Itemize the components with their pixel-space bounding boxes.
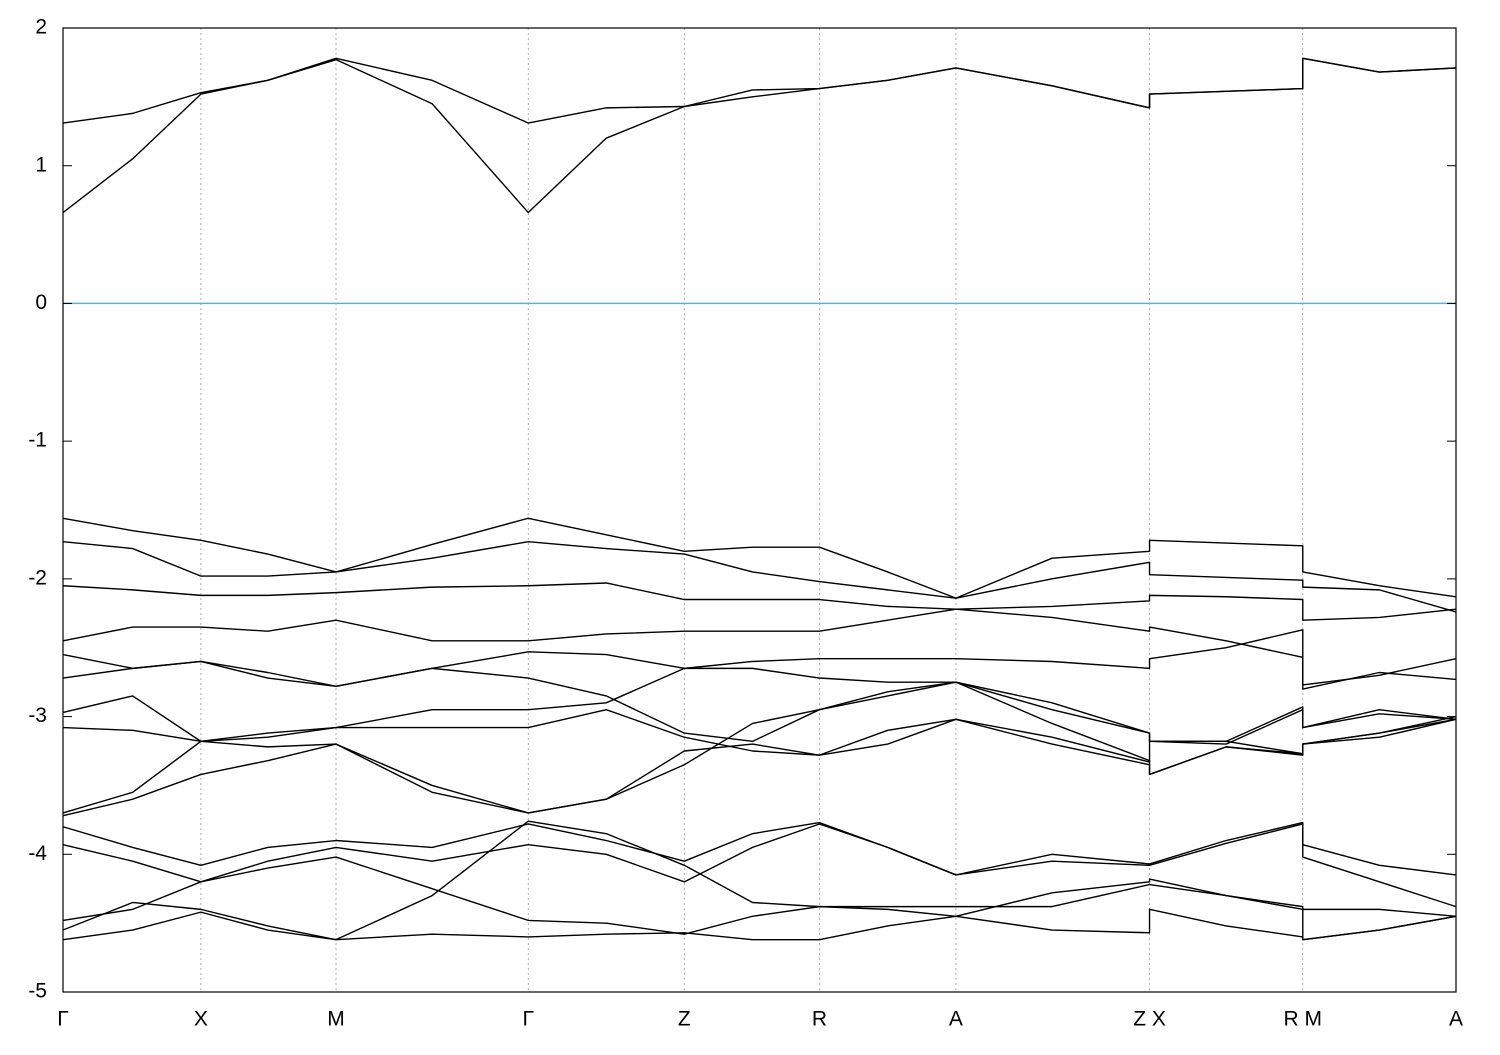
x-tick-label: Γ (522, 1008, 534, 1031)
y-tick-label: -2 (28, 566, 47, 589)
band-line (62, 667, 1457, 776)
band-line (62, 540, 1457, 613)
y-tick-label: 0 (35, 291, 47, 314)
x-tick-label: R M (1284, 1008, 1323, 1031)
band-line (62, 823, 1457, 908)
x-tick-label: Z X (1133, 1008, 1166, 1031)
band-line (62, 821, 1457, 876)
band-line (62, 608, 1457, 686)
x-tick-label: X (194, 1008, 208, 1031)
band-line (62, 681, 1457, 817)
y-tick-label: -4 (28, 842, 47, 865)
band-line (62, 582, 1457, 621)
y-tick-label: -1 (28, 429, 47, 452)
x-tick-label: M (327, 1008, 345, 1031)
band-line (62, 718, 1457, 814)
band-line (62, 517, 1457, 599)
x-tick-label: A (1449, 1008, 1463, 1031)
y-tick-label: -3 (28, 704, 47, 727)
lines-layer (62, 57, 1457, 941)
band-line (62, 901, 1457, 941)
plot-frame (62, 27, 1457, 993)
y-tick-label: 2 (35, 16, 47, 39)
y-tick-label: 1 (35, 153, 47, 176)
y-tick-label: -5 (28, 980, 47, 1003)
x-tick-label: A (949, 1008, 963, 1031)
band-line (62, 820, 1457, 941)
x-tick-label: Γ (57, 1008, 69, 1031)
x-tick-label: Z (678, 1008, 691, 1031)
x-tick-label: R (812, 1008, 827, 1031)
labels-layer: -5 -4 -3 -2 -1 0 1 2 Γ X M Γ Z R A Z X R M A (28, 16, 1463, 1031)
band-line (62, 629, 1457, 690)
band-line (62, 57, 1457, 124)
